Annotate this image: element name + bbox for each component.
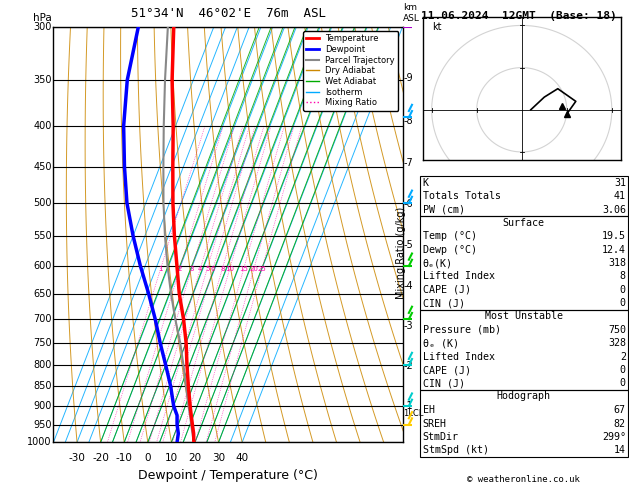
Text: 10: 10 bbox=[165, 452, 178, 463]
Text: 8: 8 bbox=[620, 272, 626, 281]
Text: 14: 14 bbox=[614, 445, 626, 455]
Text: 0: 0 bbox=[620, 285, 626, 295]
Text: 1000: 1000 bbox=[27, 437, 52, 447]
Text: 300: 300 bbox=[33, 22, 52, 32]
Text: 750: 750 bbox=[608, 325, 626, 335]
Text: 3.06: 3.06 bbox=[602, 205, 626, 215]
Text: 25: 25 bbox=[257, 266, 266, 272]
Text: PW (cm): PW (cm) bbox=[423, 205, 465, 215]
Text: hPa: hPa bbox=[33, 13, 52, 22]
Text: 400: 400 bbox=[33, 121, 52, 131]
Text: 15: 15 bbox=[239, 266, 248, 272]
Text: -1: -1 bbox=[403, 401, 413, 411]
Text: 650: 650 bbox=[33, 289, 52, 298]
Text: Hodograph: Hodograph bbox=[497, 391, 550, 401]
Text: 950: 950 bbox=[33, 419, 52, 430]
Text: kt: kt bbox=[431, 22, 441, 32]
Text: Mixing Ratio (g/kg): Mixing Ratio (g/kg) bbox=[396, 207, 406, 299]
Text: -7: -7 bbox=[403, 158, 413, 168]
Text: 20: 20 bbox=[189, 452, 201, 463]
Text: 19.5: 19.5 bbox=[602, 231, 626, 242]
Text: 550: 550 bbox=[33, 231, 52, 241]
Text: Dewpoint / Temperature (°C): Dewpoint / Temperature (°C) bbox=[138, 469, 318, 482]
Text: 850: 850 bbox=[33, 381, 52, 391]
Text: EH: EH bbox=[423, 405, 435, 415]
Text: km
ASL: km ASL bbox=[403, 3, 420, 22]
Text: SREH: SREH bbox=[423, 418, 447, 429]
Text: CIN (J): CIN (J) bbox=[423, 298, 465, 308]
Text: Totals Totals: Totals Totals bbox=[423, 191, 501, 201]
Text: 3: 3 bbox=[189, 266, 194, 272]
Text: 8: 8 bbox=[220, 266, 225, 272]
Text: 318: 318 bbox=[608, 258, 626, 268]
Text: 30: 30 bbox=[212, 452, 225, 463]
Text: 10: 10 bbox=[225, 266, 234, 272]
Text: θₑ(K): θₑ(K) bbox=[423, 258, 453, 268]
Text: -8: -8 bbox=[403, 116, 413, 126]
Text: -20: -20 bbox=[92, 452, 109, 463]
Text: CIN (J): CIN (J) bbox=[423, 379, 465, 388]
Text: θₑ (K): θₑ (K) bbox=[423, 338, 459, 348]
Text: 82: 82 bbox=[614, 418, 626, 429]
Text: 11.06.2024  12GMT  (Base: 18): 11.06.2024 12GMT (Base: 18) bbox=[421, 11, 617, 21]
Text: 450: 450 bbox=[33, 162, 52, 172]
Text: 0: 0 bbox=[620, 365, 626, 375]
Text: Surface: Surface bbox=[503, 218, 545, 228]
Text: StmSpd (kt): StmSpd (kt) bbox=[423, 445, 489, 455]
Text: -30: -30 bbox=[69, 452, 86, 463]
Text: Pressure (mb): Pressure (mb) bbox=[423, 325, 501, 335]
Text: 900: 900 bbox=[33, 401, 52, 411]
Text: 6: 6 bbox=[211, 266, 215, 272]
Text: Most Unstable: Most Unstable bbox=[484, 311, 563, 321]
Legend: Temperature, Dewpoint, Parcel Trajectory, Dry Adiabat, Wet Adiabat, Isotherm, Mi: Temperature, Dewpoint, Parcel Trajectory… bbox=[303, 31, 398, 110]
Text: 750: 750 bbox=[33, 338, 52, 348]
Text: 500: 500 bbox=[33, 198, 52, 208]
Text: 1LCL: 1LCL bbox=[403, 409, 424, 418]
Text: 2: 2 bbox=[177, 266, 182, 272]
Text: 67: 67 bbox=[614, 405, 626, 415]
Text: StmDir: StmDir bbox=[423, 432, 459, 442]
Text: Dewp (°C): Dewp (°C) bbox=[423, 245, 477, 255]
Text: 0: 0 bbox=[620, 298, 626, 308]
Text: CAPE (J): CAPE (J) bbox=[423, 365, 470, 375]
Text: -3: -3 bbox=[403, 321, 413, 331]
Text: Temp (°C): Temp (°C) bbox=[423, 231, 477, 242]
Text: K: K bbox=[423, 178, 429, 188]
Text: 299°: 299° bbox=[602, 432, 626, 442]
Text: 4: 4 bbox=[198, 266, 203, 272]
Text: 40: 40 bbox=[236, 452, 248, 463]
Text: 700: 700 bbox=[33, 314, 52, 324]
Text: 350: 350 bbox=[33, 75, 52, 85]
Text: 2: 2 bbox=[620, 352, 626, 362]
Text: 41: 41 bbox=[614, 191, 626, 201]
Text: 800: 800 bbox=[33, 360, 52, 370]
Text: 600: 600 bbox=[33, 261, 52, 271]
Text: 328: 328 bbox=[608, 338, 626, 348]
Text: 12.4: 12.4 bbox=[602, 245, 626, 255]
Text: Lifted Index: Lifted Index bbox=[423, 272, 494, 281]
Text: Lifted Index: Lifted Index bbox=[423, 352, 494, 362]
Text: -2: -2 bbox=[403, 361, 413, 371]
Text: -9: -9 bbox=[403, 73, 413, 83]
Text: 0: 0 bbox=[145, 452, 151, 463]
Text: -5: -5 bbox=[403, 240, 413, 250]
Text: 5: 5 bbox=[205, 266, 209, 272]
Text: -10: -10 bbox=[116, 452, 133, 463]
Text: 0: 0 bbox=[620, 379, 626, 388]
Text: -4: -4 bbox=[403, 281, 413, 291]
Text: 51°34'N  46°02'E  76m  ASL: 51°34'N 46°02'E 76m ASL bbox=[130, 7, 326, 20]
Text: -6: -6 bbox=[403, 199, 413, 209]
Text: 1: 1 bbox=[159, 266, 163, 272]
Text: 31: 31 bbox=[614, 178, 626, 188]
Text: CAPE (J): CAPE (J) bbox=[423, 285, 470, 295]
Text: 20: 20 bbox=[250, 266, 259, 272]
Text: © weatheronline.co.uk: © weatheronline.co.uk bbox=[467, 475, 580, 484]
